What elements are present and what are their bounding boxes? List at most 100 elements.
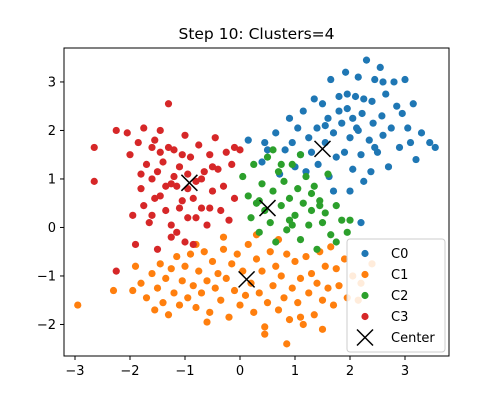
- data-point: [140, 124, 148, 132]
- data-point: [186, 250, 195, 258]
- data-point: [310, 311, 318, 319]
- legend-label: Center: [391, 331, 435, 346]
- data-point: [129, 286, 137, 295]
- data-point: [211, 284, 219, 292]
- data-point: [266, 248, 274, 256]
- data-point: [354, 126, 362, 135]
- data-point: [327, 231, 335, 239]
- data-point: [409, 100, 417, 108]
- data-point: [255, 289, 263, 297]
- data-point: [244, 136, 252, 144]
- data-point: [280, 294, 288, 302]
- data-point: [184, 170, 192, 178]
- data-point: [272, 129, 280, 137]
- data-point: [340, 148, 349, 156]
- data-point: [184, 214, 192, 222]
- data-point: [258, 180, 266, 188]
- data-point: [175, 163, 184, 171]
- data-point: [164, 311, 173, 319]
- data-point: [393, 102, 401, 110]
- y-tick-label: −1: [37, 269, 56, 284]
- data-point: [230, 194, 239, 202]
- data-point: [173, 252, 181, 261]
- y-tick-label: 0: [48, 221, 56, 236]
- legend-dot-icon: [361, 270, 369, 279]
- data-point: [299, 107, 307, 115]
- data-point: [327, 75, 335, 84]
- data-point: [307, 206, 316, 215]
- x-tick-label: −2: [120, 364, 139, 379]
- data-point: [401, 75, 409, 84]
- data-point: [189, 282, 197, 290]
- data-point: [318, 296, 327, 304]
- data-point: [299, 199, 307, 207]
- data-point: [387, 124, 395, 132]
- data-point: [291, 211, 299, 219]
- center-marker: [180, 174, 198, 192]
- axis-ticks: −3 −2 −1 0 1 2 3 −2 −1 0 1 2 3: [37, 75, 409, 379]
- data-point: [272, 238, 280, 246]
- data-point: [296, 313, 305, 321]
- data-point: [230, 143, 239, 152]
- data-point: [283, 250, 291, 258]
- data-point: [137, 279, 145, 287]
- data-point: [261, 323, 269, 331]
- data-point: [404, 124, 412, 132]
- legend-box: [346, 238, 446, 353]
- data-point: [192, 177, 200, 185]
- data-point: [206, 204, 214, 212]
- y-tick-label: 1: [48, 172, 56, 187]
- data-point: [175, 301, 184, 309]
- data-point: [236, 301, 244, 309]
- data-point: [217, 296, 225, 304]
- data-point: [142, 160, 151, 169]
- data-point: [170, 289, 178, 297]
- data-point: [357, 151, 365, 159]
- data-point: [343, 228, 351, 236]
- data-point: [382, 90, 390, 98]
- data-point: [228, 260, 236, 268]
- data-point: [426, 138, 434, 147]
- data-point: [167, 221, 175, 229]
- data-point: [379, 131, 387, 139]
- data-point: [239, 172, 247, 181]
- data-point: [250, 160, 258, 169]
- data-point: [285, 316, 294, 324]
- data-point: [313, 124, 321, 132]
- data-point: [263, 146, 272, 154]
- data-point: [318, 100, 327, 108]
- data-point: [181, 262, 189, 270]
- data-point: [357, 219, 365, 227]
- data-point: [269, 187, 277, 195]
- data-point: [263, 299, 272, 307]
- data-point: [90, 177, 98, 185]
- data-point: [233, 250, 241, 258]
- data-point: [167, 180, 175, 188]
- data-point: [335, 92, 343, 101]
- data-point: [354, 73, 362, 81]
- data-point: [164, 143, 173, 152]
- data-point: [208, 163, 217, 171]
- data-point: [131, 262, 140, 270]
- data-point: [134, 138, 142, 147]
- data-point: [305, 134, 313, 142]
- data-point: [281, 146, 289, 154]
- data-point: [203, 318, 211, 326]
- data-point: [247, 214, 255, 222]
- data-point: [346, 187, 354, 195]
- data-point: [274, 168, 283, 176]
- data-point: [367, 168, 375, 176]
- data-point: [349, 165, 357, 173]
- data-point: [305, 289, 313, 297]
- legend-item: C0: [361, 247, 408, 262]
- legend-label: C2: [391, 289, 408, 304]
- data-point: [148, 269, 156, 278]
- data-point: [153, 168, 162, 176]
- series-c0: [244, 56, 439, 227]
- data-point: [211, 134, 219, 142]
- data-point: [316, 202, 324, 210]
- data-point: [225, 313, 233, 321]
- data-point: [244, 240, 252, 249]
- data-point: [280, 177, 288, 185]
